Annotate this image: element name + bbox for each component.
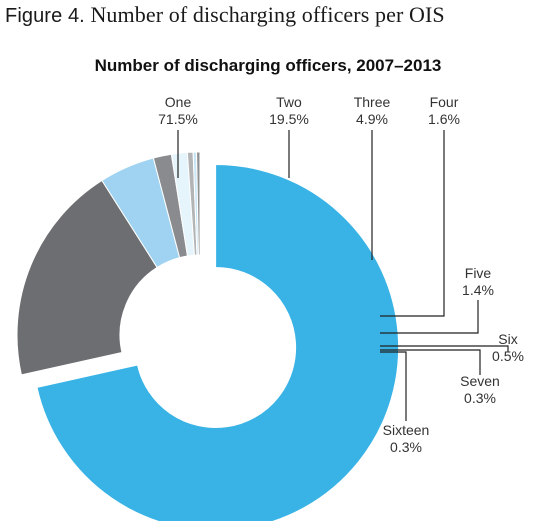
slice-value-sixteen: 0.3% xyxy=(390,439,422,455)
slice-sixteen xyxy=(196,151,201,256)
slice-name-five: Five xyxy=(465,265,492,281)
slice-two xyxy=(16,179,158,376)
slice-value-one: 71.5% xyxy=(158,111,198,127)
slice-name-one: One xyxy=(165,94,192,110)
figure-title: Figure 4. Number of discharging officers… xyxy=(5,2,445,28)
slice-one xyxy=(36,164,400,521)
slice-value-six: 0.5% xyxy=(492,348,524,364)
slice-value-three: 4.9% xyxy=(356,111,388,127)
slice-name-three: Three xyxy=(354,94,391,110)
slice-name-sixteen: Sixteen xyxy=(383,422,430,438)
figure-label: Figure 4. xyxy=(5,5,85,27)
slice-name-six: Six xyxy=(498,331,517,347)
slice-value-seven: 0.3% xyxy=(464,390,496,406)
leader-line-seven xyxy=(380,349,481,375)
leader-line-five xyxy=(380,300,479,334)
leader-line-six xyxy=(380,345,509,352)
slice-name-two: Two xyxy=(276,94,302,110)
chart-title: Number of discharging officers, 2007–201… xyxy=(94,56,442,75)
slice-value-two: 19.5% xyxy=(269,111,309,127)
leader-line-sixteen xyxy=(380,351,407,421)
slice-value-four: 1.6% xyxy=(428,111,460,127)
slice-value-five: 1.4% xyxy=(462,282,494,298)
leader-line-four xyxy=(380,130,445,317)
slice-name-four: Four xyxy=(430,94,459,110)
figure-title-text: Number of discharging officers per OIS xyxy=(90,2,445,27)
slice-name-seven: Seven xyxy=(460,373,500,389)
